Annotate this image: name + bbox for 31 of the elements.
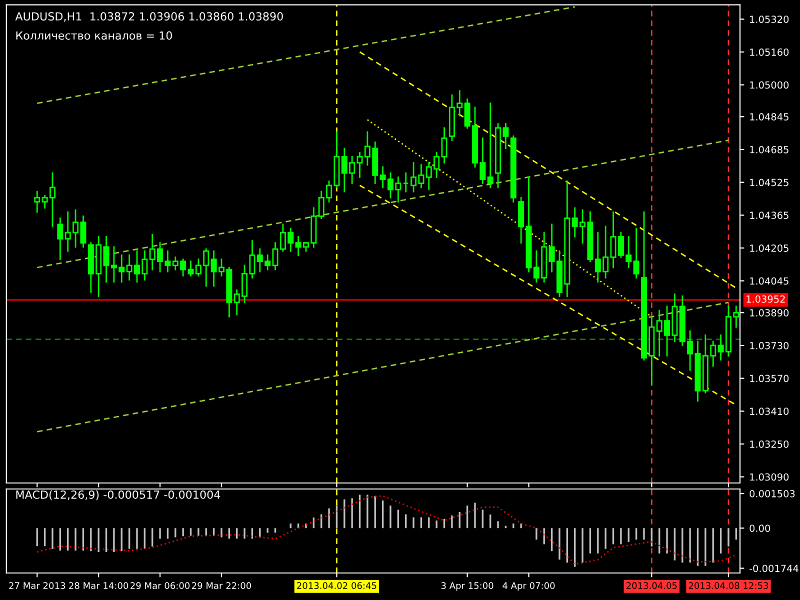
y-tick-label: 1.03570 — [750, 374, 789, 382]
x-tick-label: 2013.04.05 — [626, 582, 677, 590]
x-tick-label: 28 Mar 14:00 — [69, 582, 128, 590]
y-tick-label: 1.04845 — [750, 113, 788, 120]
x-tick-label: 3 Apr 15:00 — [441, 582, 494, 591]
text: AUDUSD,H1 1.03872 1.03906 1.03860 1.03890 — [15, 12, 283, 22]
y-tick-label: 1.03410 — [750, 408, 789, 415]
y-tick-label: 1.03090 — [750, 473, 789, 481]
y-tick-label: 1.04205 — [750, 244, 788, 252]
y-tick-label: 1.04045 — [750, 277, 788, 285]
y-tick-label: 0.00 — [750, 524, 770, 532]
x-tick-label: 2013.04.08 12:53 — [688, 582, 768, 590]
y-tick-label: 1.04525 — [750, 178, 788, 186]
y-tick-label: -0.001744 — [750, 564, 798, 572]
x-tick-label: 27 Mar 2013 — [9, 582, 66, 590]
ref-line-label: 1.03952 — [746, 295, 785, 303]
y-tick-label: 1.03250 — [750, 440, 789, 448]
y-tick-label: 1.03730 — [750, 342, 789, 350]
x-tick-label: 29 Mar 06:00 — [130, 582, 190, 590]
y-tick-label: 1.04365 — [750, 212, 788, 219]
y-tick-label: 1.05320 — [750, 16, 789, 23]
y-tick-label: 1.04685 — [750, 146, 788, 154]
annotation: Колличество каналов = 10 — [16, 31, 172, 40]
y-tick-label: 0.001503 — [750, 490, 795, 498]
y-tick-label: 1.03890 — [750, 309, 789, 316]
x-tick-label: 2013.04.02 06:45 — [297, 582, 376, 590]
x-tick-label: 4 Apr 07:00 — [502, 582, 555, 591]
chart-title: MACD(12,26,9) -0.000517 -0.001004 — [16, 490, 220, 500]
y-tick-label: 1.05160 — [750, 48, 789, 56]
y-tick-label: 1.05000 — [750, 81, 789, 89]
x-tick-label: 29 Mar 22:00 — [192, 582, 252, 590]
